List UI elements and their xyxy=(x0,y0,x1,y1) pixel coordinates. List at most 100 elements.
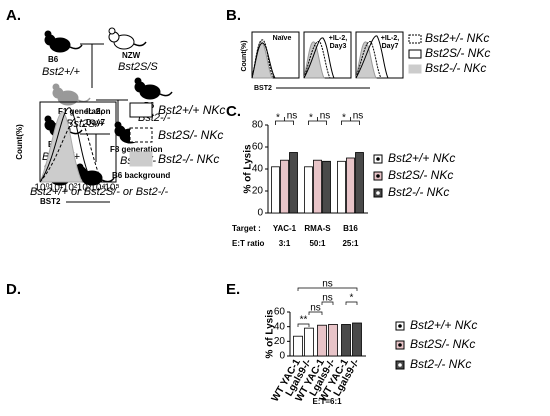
legend-label: Bst2+/+ NKc xyxy=(410,318,477,332)
panel-label: B. xyxy=(226,7,241,24)
bracket xyxy=(341,117,360,125)
annotation: ns xyxy=(322,293,333,304)
bar xyxy=(355,152,364,214)
bracket xyxy=(321,301,334,305)
panel-label: C. xyxy=(226,103,241,120)
legend-label: Bst2+/+ NKc xyxy=(158,103,225,117)
bar xyxy=(271,166,280,214)
legend-swatch xyxy=(129,102,153,118)
bar xyxy=(341,324,351,357)
panel-label: A. xyxy=(6,7,21,24)
x-axis-label: E:T=6:1 xyxy=(312,397,342,406)
mouse-icon xyxy=(108,27,147,50)
panel-label: D. xyxy=(6,281,21,298)
y-axis-label: % of Lysis xyxy=(243,144,254,194)
bar xyxy=(304,166,313,214)
row-label: Target : xyxy=(232,224,261,233)
legend-dot xyxy=(376,174,380,178)
node: B6 background xyxy=(112,171,170,180)
annotation: * xyxy=(309,113,313,124)
node: Bst2S/+ xyxy=(66,118,105,130)
mouse-icon xyxy=(44,30,83,53)
node: F8 generation xyxy=(110,145,163,154)
node: NZW xyxy=(122,51,141,60)
bar xyxy=(293,335,303,357)
legend-dot xyxy=(398,343,402,347)
hist-box: +IL-2, Day3 xyxy=(303,31,352,79)
y-tick-label: 40 xyxy=(274,321,286,332)
bracket xyxy=(297,323,310,327)
legend-swatch xyxy=(129,127,153,143)
x-tick-label: 10¹ xyxy=(49,183,64,194)
legend-label: Bst2-/- NKc xyxy=(158,152,219,166)
condition: Day3 xyxy=(330,43,347,50)
node: Bst2S/S xyxy=(118,61,158,73)
y-tick-label: 0 xyxy=(257,208,263,219)
legend-label: Bst2-/- NKc xyxy=(388,185,449,199)
ratio-label: 3:1 xyxy=(279,239,291,248)
y-axis-label: Count(%) xyxy=(241,40,248,71)
bar xyxy=(313,159,322,214)
y-tick-label: 80 xyxy=(252,120,264,131)
histograms-b: Count(%) BST2 Naïve +IL-2, Day3 +IL-2, D… xyxy=(241,31,491,92)
ratio-label: 25:1 xyxy=(342,239,359,248)
panel-label: E. xyxy=(226,281,240,298)
annotation: ns xyxy=(320,111,331,122)
bar xyxy=(289,152,298,214)
x-tick-label: 10² xyxy=(63,183,78,194)
x-tick-label: 10³ xyxy=(77,183,92,194)
x-tick-label: 10⁵ xyxy=(104,183,119,194)
legend-swatch xyxy=(408,49,422,59)
bracket xyxy=(345,301,358,305)
legend-swatch xyxy=(129,151,153,167)
y-tick-label: 20 xyxy=(252,186,264,197)
legend-label: Bst2S/- NKc xyxy=(410,337,475,351)
x-tick-label: RMA-S xyxy=(304,224,331,233)
condition: Day7 xyxy=(86,118,106,127)
annotation: ns xyxy=(353,111,364,122)
hist-box: Naïve xyxy=(251,31,300,79)
bracket xyxy=(308,311,323,315)
bar xyxy=(337,160,346,214)
condition: +IL-2, xyxy=(381,35,400,42)
condition: Day7 xyxy=(382,43,399,50)
bar xyxy=(328,324,338,357)
node: Bst2+/+ or Bst2S/- or Bst2-/- xyxy=(30,186,168,198)
y-tick-label: 0 xyxy=(279,351,285,362)
x-axis-label: BST2 xyxy=(40,197,61,206)
legend-dot xyxy=(376,191,380,195)
condition: Naïve xyxy=(273,35,292,42)
legend-dot xyxy=(376,157,380,161)
bar xyxy=(322,160,331,214)
bar xyxy=(317,324,327,357)
y-axis-label: % of Lysis xyxy=(265,309,276,359)
y-tick-label: 60 xyxy=(274,307,286,318)
bar xyxy=(346,157,355,214)
legend-dot xyxy=(398,363,402,367)
bar xyxy=(304,327,314,357)
node: B6 xyxy=(48,55,59,64)
annotation: ns xyxy=(287,111,298,122)
annotation: ** xyxy=(300,315,308,326)
node: Bst2+/+ xyxy=(42,66,80,78)
histogram-d: Count(%) BST2 IL-2, Day7 10⁰ 10¹ 10² 10³… xyxy=(15,101,225,206)
y-axis-label: Count(%) xyxy=(15,124,24,160)
x-axis-label: BST2 xyxy=(254,85,272,92)
x-tick-label: 10⁰ xyxy=(34,183,49,194)
cross-lines xyxy=(80,43,128,162)
y-tick-label: 60 xyxy=(252,142,264,153)
annotation: * xyxy=(350,293,354,304)
ratio-label: 50:1 xyxy=(309,239,326,248)
legend-label: Bst2S/- NKc xyxy=(158,128,223,142)
condition: +IL-2, xyxy=(329,35,348,42)
bar xyxy=(280,159,289,214)
node: F1 generation xyxy=(58,107,111,116)
bracket xyxy=(297,287,358,291)
legend-label: Bst2S/- NKc xyxy=(425,46,490,60)
y-tick-label: 20 xyxy=(274,336,286,347)
legend-swatch xyxy=(408,64,422,74)
condition: IL-2, xyxy=(86,107,102,116)
annotation: * xyxy=(342,113,346,124)
bracket xyxy=(275,117,294,125)
